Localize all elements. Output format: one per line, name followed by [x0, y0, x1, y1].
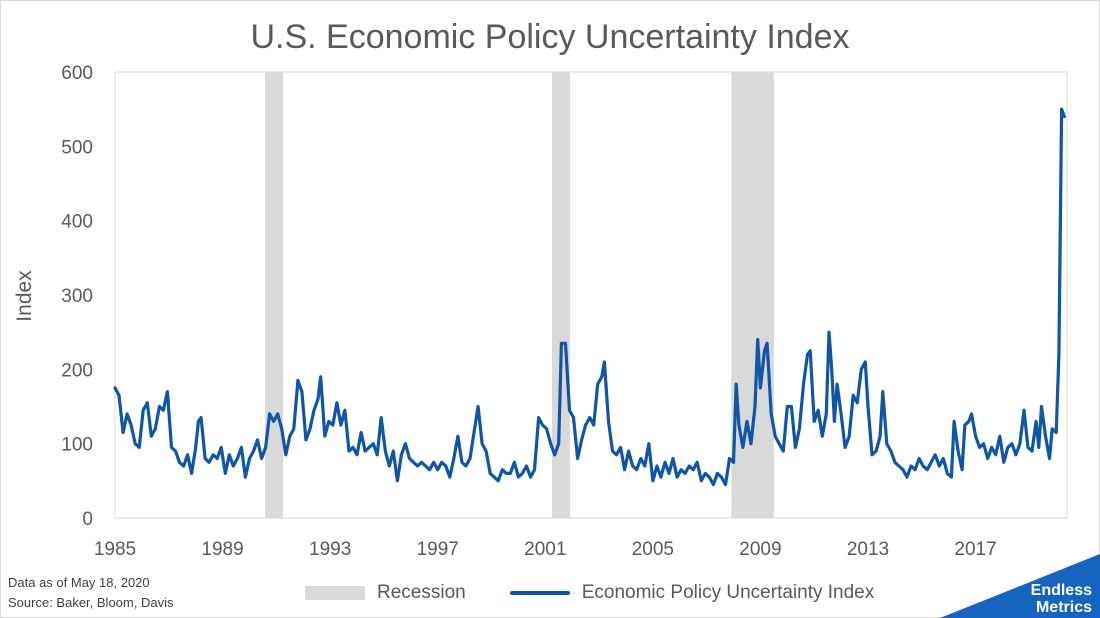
y-tick-label: 300	[61, 286, 93, 307]
epu-legend-swatch	[509, 591, 570, 595]
x-tick-label: 1989	[201, 539, 243, 560]
y-tick-label: 0	[82, 509, 93, 530]
x-tick-label: 2009	[739, 539, 781, 560]
epu-legend-label: Economic Policy Uncertainty Index	[581, 582, 875, 603]
y-axis: 0 100 200 300 400 500 600	[61, 63, 93, 530]
y-tick-label: 400	[61, 212, 93, 233]
legend: Recession Economic Policy Uncertainty In…	[305, 580, 874, 606]
brand-line-1: Endless	[1030, 582, 1092, 599]
data-date-note: Data as of May 18, 2020	[8, 575, 150, 590]
x-tick-label: 1997	[417, 539, 459, 560]
chart-title: U.S. Economic Policy Uncertainty Index	[250, 18, 850, 56]
recession-band-2	[552, 72, 571, 518]
recession-legend-label: Recession	[377, 582, 466, 603]
y-tick-label: 100	[61, 435, 93, 456]
plot-area-border	[114, 71, 1068, 519]
x-tick-label: 1993	[309, 539, 351, 560]
source-note: Source: Baker, Bloom, Davis	[8, 595, 174, 610]
recession-legend-swatch	[305, 586, 365, 600]
brand-logo: Endless Metrics	[1031, 582, 1092, 616]
x-tick-label: 1985	[94, 539, 136, 560]
y-tick-label: 600	[61, 63, 93, 84]
y-tick-label: 500	[61, 137, 93, 158]
recession-band-3	[731, 72, 774, 518]
y-tick-label: 200	[61, 360, 93, 381]
x-tick-label: 2005	[632, 539, 674, 560]
recession-band-1	[265, 72, 284, 518]
epu-series-line	[113, 107, 1066, 487]
x-axis: 1985 1989 1993 1997 2001 2005 2009 2013 2017	[94, 539, 997, 560]
x-tick-label: 2013	[847, 539, 889, 560]
x-tick-label: 2017	[954, 539, 996, 560]
x-tick-label: 2001	[524, 539, 566, 560]
recession-layer	[265, 72, 774, 518]
y-axis-label: Index	[13, 270, 36, 322]
brand-line-2: Metrics	[1035, 599, 1092, 616]
